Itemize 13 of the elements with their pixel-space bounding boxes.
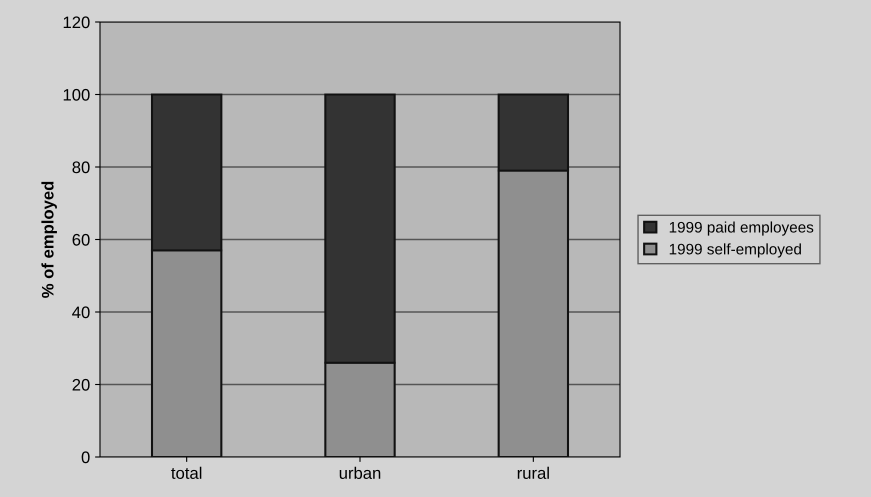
legend-label: 1999 self-employed bbox=[670, 243, 801, 258]
y-tick-label: 60 bbox=[72, 234, 90, 246]
legend-label: 1999 paid employees bbox=[670, 221, 814, 236]
x-tick-label: rural bbox=[518, 466, 549, 479]
x-tick-label: urban bbox=[340, 466, 380, 479]
y-tick-label: 0 bbox=[82, 451, 90, 464]
y-tick-label: 80 bbox=[72, 161, 90, 174]
y-tick-label: 20 bbox=[72, 378, 90, 391]
y-tick-label: 100 bbox=[64, 88, 90, 101]
y-tick-label: 40 bbox=[72, 306, 90, 318]
y-tick-label: 120 bbox=[64, 16, 90, 28]
x-tick-label: total bbox=[171, 466, 202, 479]
y-axis-title: % of employed bbox=[41, 182, 57, 298]
